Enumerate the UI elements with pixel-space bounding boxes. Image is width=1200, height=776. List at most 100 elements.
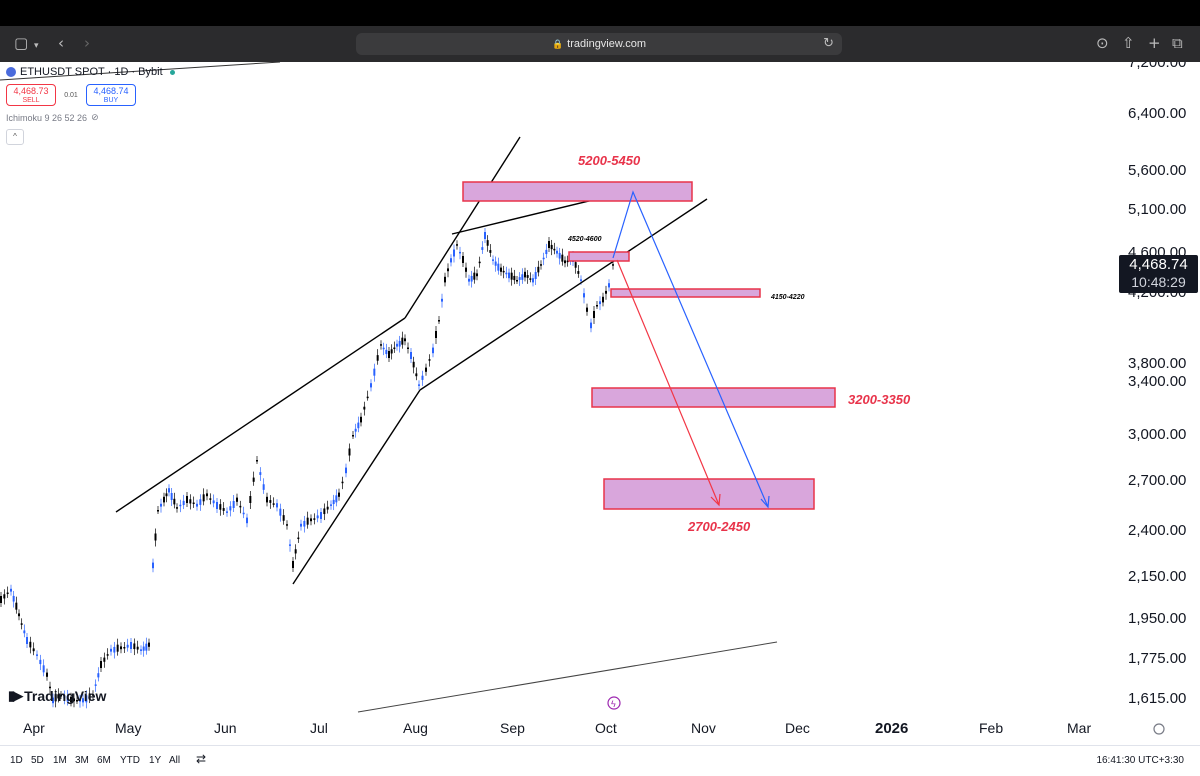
candle-body: [88, 693, 91, 700]
candle-body: [18, 613, 20, 617]
candle-body: [82, 698, 84, 703]
candle-body: [163, 496, 165, 503]
candle-body: [52, 697, 54, 704]
candle-body: [79, 698, 81, 702]
candle-body: [566, 260, 569, 263]
candle-body: [468, 278, 470, 282]
candle-body: [236, 497, 238, 502]
tabs-overview-icon[interactable]: ⧉: [1172, 34, 1183, 52]
price-chart[interactable]: 5200-5450 4520-4600 4150-4220 3200-3350 …: [0, 62, 1200, 745]
price-tick: 2,400.00: [1128, 522, 1186, 539]
candle-body: [393, 347, 396, 350]
candle-body: [593, 311, 595, 318]
time-axis[interactable]: Apr May Jun Jul Aug Sep Oct Nov Dec 2026…: [23, 720, 1091, 737]
red-projection-arrow: [616, 259, 720, 506]
date-range-icon[interactable]: ⇄: [196, 752, 207, 766]
range-3m[interactable]: 3M: [75, 755, 89, 766]
candle-body: [136, 646, 139, 650]
time-tick: Feb: [979, 720, 1003, 736]
range-1d[interactable]: 1D: [10, 755, 23, 766]
time-tick: Apr: [23, 720, 45, 736]
candle-body: [26, 637, 28, 644]
settings-icon[interactable]: [1153, 723, 1165, 735]
time-tick: May: [115, 720, 141, 736]
buy-button[interactable]: 4,468.74 BUY: [86, 84, 136, 106]
buy-label: BUY: [103, 97, 119, 104]
range-1m[interactable]: 1M: [53, 755, 67, 766]
sidebar-toggle-icon[interactable]: ▢: [14, 34, 29, 52]
eye-hidden-icon[interactable]: ⊘: [91, 112, 99, 122]
candle-body: [354, 428, 357, 432]
candle-body: [352, 435, 354, 437]
candle-body: [313, 518, 316, 520]
range-6m[interactable]: 6M: [97, 755, 111, 766]
candle-body: [380, 344, 382, 346]
candle-body: [502, 270, 505, 273]
candle-body: [239, 505, 242, 508]
candle-body: [415, 373, 418, 377]
chart-area[interactable]: 5200-5450 4520-4600 4150-4220 3200-3350 …: [0, 62, 1200, 745]
browser-toolbar: ▢ ▾ ‹ › 🔒 tradingview.com ↻ ⊙ ⇧ + ⧉: [0, 26, 1200, 63]
price-tick: 3,400.00: [1128, 373, 1186, 390]
price-tick: 5,600.00: [1128, 162, 1186, 179]
utc-clock[interactable]: 16:41:30 UTC+3:30: [1096, 755, 1184, 766]
candle-body: [110, 648, 112, 652]
candle-body: [608, 283, 610, 288]
candle-body: [49, 686, 51, 689]
candle-body: [206, 493, 208, 497]
time-tick: Oct: [595, 720, 617, 736]
time-tick: Dec: [785, 720, 810, 736]
url-text: tradingview.com: [567, 38, 647, 50]
candle-body: [189, 499, 192, 504]
lock-icon: 🔒: [551, 38, 564, 49]
candle-body: [401, 337, 404, 345]
candle-body: [154, 533, 157, 541]
range-1y[interactable]: 1Y: [149, 755, 162, 766]
price-axis[interactable]: 7,200.00 6,400.00 5,600.00 5,100.00 4,60…: [1128, 62, 1186, 707]
symbol-title[interactable]: ETHUSDT SPOT · 1D · Bybit: [20, 66, 163, 78]
candle-body: [226, 511, 228, 513]
share-icon[interactable]: ⇧: [1122, 34, 1135, 52]
range-ytd[interactable]: YTD: [120, 755, 140, 766]
candle-body: [92, 694, 94, 696]
candle-body: [192, 502, 195, 505]
range-all[interactable]: All: [169, 755, 181, 766]
candle-body: [596, 305, 598, 307]
channel-upper-line-1: [115, 317, 406, 513]
candle-body: [516, 280, 518, 282]
back-icon[interactable]: ‹: [58, 34, 64, 52]
indicator-legend[interactable]: Ichimoku 9 26 52 26 ⊘: [6, 112, 99, 123]
price-tick: 1,775.00: [1128, 650, 1186, 667]
candle-body: [357, 422, 360, 429]
candle-body: [500, 267, 502, 272]
sell-button[interactable]: 4,468.73 SELL: [6, 84, 56, 106]
candle-body: [252, 477, 255, 482]
collapse-legend-button[interactable]: ^: [6, 129, 24, 145]
candle-body: [577, 271, 580, 274]
candle-body: [170, 493, 173, 500]
chevron-down-icon[interactable]: ▾: [34, 41, 39, 51]
range-5d[interactable]: 5D: [31, 755, 44, 766]
flash-icon[interactable]: [607, 696, 621, 710]
candle-body: [3, 594, 6, 599]
reload-icon[interactable]: ↻: [823, 36, 834, 51]
download-icon[interactable]: ⊙: [1096, 34, 1109, 52]
candle-body: [323, 508, 326, 515]
candle-body: [338, 492, 340, 497]
candle-body: [462, 256, 464, 263]
candle-body: [432, 347, 434, 354]
candle-body: [470, 275, 473, 282]
forward-icon[interactable]: ›: [84, 34, 90, 52]
channel-lower-line-2: [419, 198, 708, 391]
time-tick: Jul: [310, 720, 328, 736]
candle-body: [272, 503, 275, 505]
candle-body: [256, 460, 258, 462]
new-tab-icon[interactable]: +: [1148, 34, 1161, 52]
candle-body: [106, 654, 109, 656]
candle-body: [524, 271, 526, 278]
time-tick: Jun: [214, 720, 237, 736]
url-bar[interactable]: 🔒 tradingview.com ↻: [356, 33, 842, 55]
market-open-dot: [169, 69, 175, 75]
candle-body: [202, 494, 205, 502]
price-tick: 7,200.00: [1128, 62, 1186, 71]
